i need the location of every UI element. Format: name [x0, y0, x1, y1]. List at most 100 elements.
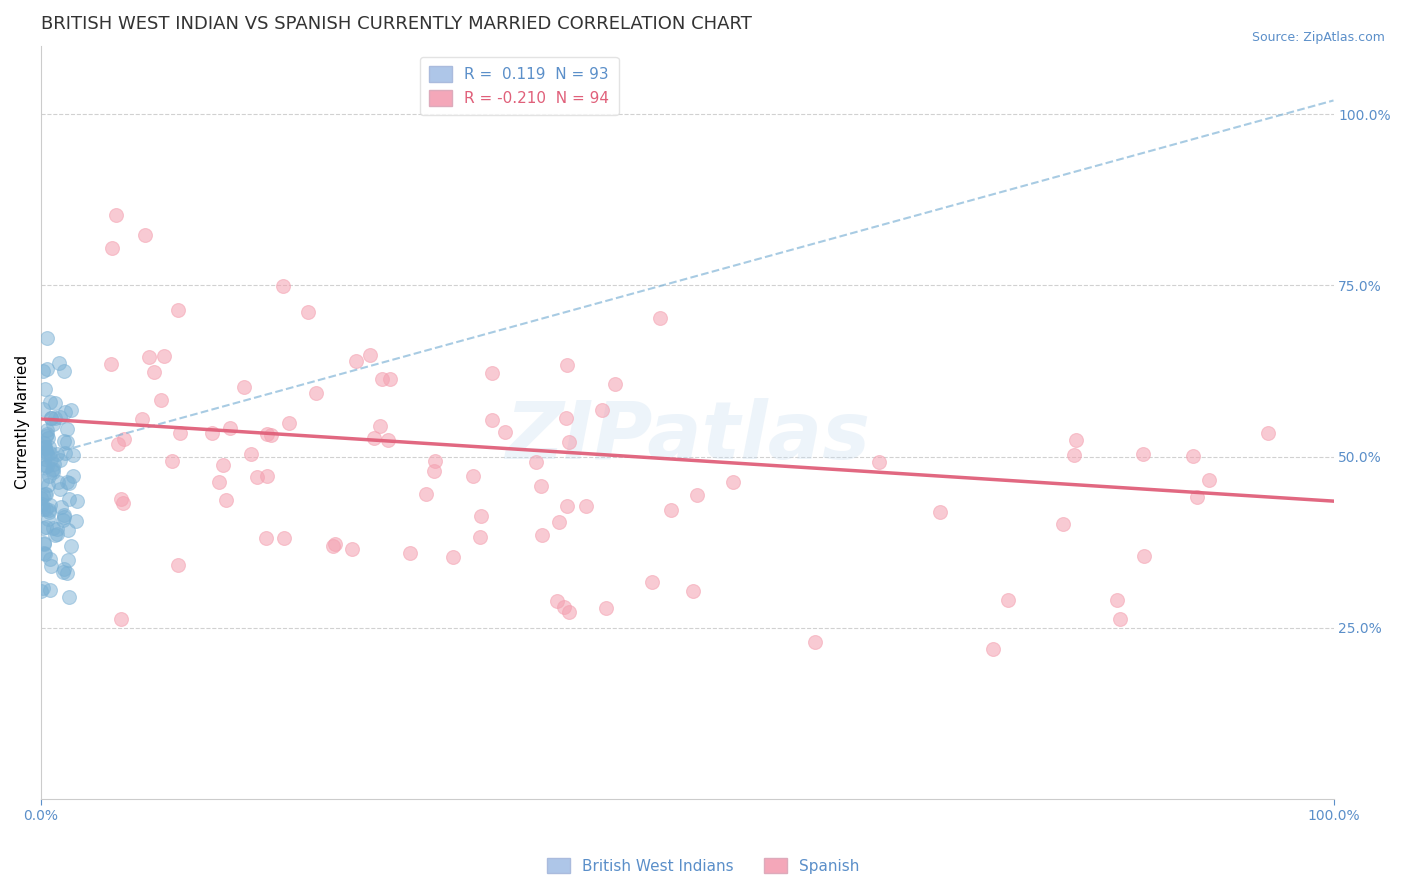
Point: [868, 455, 890, 469]
Point: [58, 524, 80, 538]
Point: [53, 434, 76, 449]
Point: [273, 531, 295, 545]
Point: [38, 505, 60, 519]
Point: [30, 584, 52, 599]
Point: [39, 559, 62, 574]
Point: [38, 440, 60, 454]
Point: [1105, 593, 1128, 607]
Point: [32, 435, 55, 450]
Point: [211, 458, 233, 472]
Point: [39, 551, 62, 566]
Point: [31, 502, 53, 516]
Point: [35, 444, 58, 458]
Point: [398, 546, 420, 560]
Point: [52, 364, 75, 378]
Point: [56, 552, 79, 566]
Point: [59, 402, 82, 417]
Point: [138, 350, 160, 364]
Point: [41, 451, 63, 466]
Point: [470, 509, 492, 524]
Point: [31, 581, 53, 595]
Point: [246, 470, 269, 484]
Point: [35, 429, 58, 443]
Point: [981, 642, 1004, 657]
Point: [48, 409, 70, 424]
Point: [53, 405, 76, 419]
Point: [53, 562, 76, 576]
Point: [41, 462, 63, 476]
Point: [65, 494, 87, 508]
Point: [34, 441, 56, 455]
Point: [721, 475, 744, 490]
Point: [37, 511, 59, 525]
Point: [547, 515, 569, 529]
Point: [591, 403, 613, 417]
Point: [169, 426, 191, 441]
Point: [1198, 473, 1220, 487]
Point: [41, 410, 63, 425]
Point: [39, 411, 62, 425]
Point: [31, 401, 53, 416]
Point: [35, 520, 58, 534]
Point: [37, 458, 59, 473]
Point: [41, 520, 63, 534]
Point: [297, 305, 319, 319]
Text: BRITISH WEST INDIAN VS SPANISH CURRENTLY MARRIED CORRELATION CHART: BRITISH WEST INDIAN VS SPANISH CURRENTLY…: [41, 15, 752, 33]
Point: [239, 446, 262, 460]
Point: [52, 508, 75, 523]
Point: [1133, 549, 1156, 563]
Point: [112, 496, 135, 510]
Point: [31, 364, 53, 378]
Point: [31, 497, 53, 511]
Point: [481, 366, 503, 380]
Point: [37, 478, 59, 492]
Point: [555, 499, 578, 513]
Point: [37, 362, 59, 376]
Point: [44, 457, 66, 471]
Point: [35, 487, 58, 501]
Point: [803, 634, 825, 648]
Text: ZIPatlas: ZIPatlas: [505, 399, 870, 476]
Point: [31, 474, 53, 488]
Point: [34, 547, 56, 561]
Point: [997, 593, 1019, 607]
Point: [48, 355, 70, 369]
Point: [34, 382, 56, 396]
Point: [575, 500, 598, 514]
Point: [44, 528, 66, 542]
Point: [38, 469, 60, 483]
Point: [415, 486, 437, 500]
Point: [682, 584, 704, 599]
Point: [278, 416, 301, 430]
Point: [167, 558, 190, 573]
Point: [377, 433, 399, 447]
Point: [58, 475, 80, 490]
Point: [595, 601, 617, 615]
Point: [30, 491, 52, 506]
Point: [35, 423, 58, 437]
Point: [256, 427, 278, 442]
Point: [52, 510, 75, 524]
Point: [131, 411, 153, 425]
Point: [44, 396, 66, 410]
Point: [56, 475, 79, 489]
Point: [271, 278, 294, 293]
Point: [107, 437, 129, 451]
Point: [51, 500, 73, 514]
Point: [52, 565, 75, 579]
Point: [62, 468, 84, 483]
Point: [35, 427, 58, 442]
Point: [558, 605, 581, 619]
Point: [1257, 425, 1279, 440]
Point: [39, 583, 62, 598]
Point: [530, 527, 553, 541]
Point: [215, 492, 238, 507]
Point: [441, 549, 464, 564]
Point: [32, 458, 55, 473]
Point: [380, 372, 402, 386]
Point: [1109, 612, 1132, 626]
Point: [55, 422, 77, 436]
Point: [112, 432, 135, 446]
Point: [232, 380, 254, 394]
Point: [39, 446, 62, 460]
